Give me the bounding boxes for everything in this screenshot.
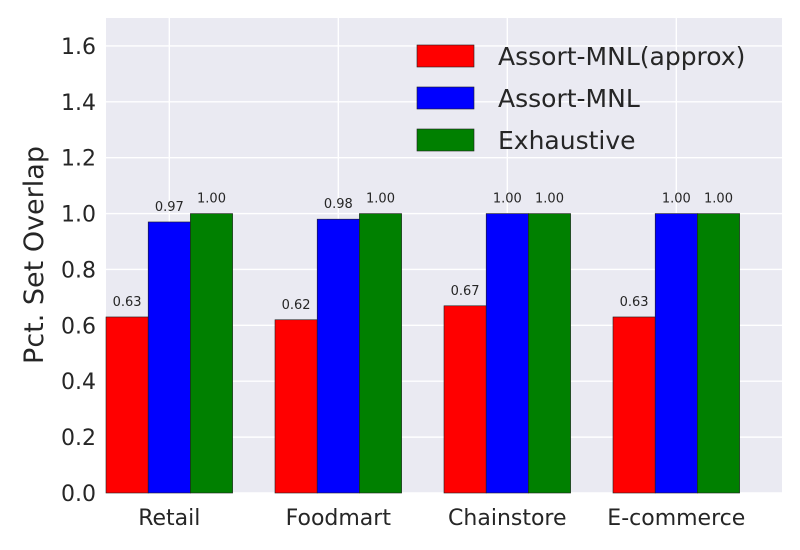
x-axis-ticks: Retail Foodmart Chainstore E-commerce xyxy=(138,506,745,531)
bar xyxy=(528,213,571,494)
x-tick-label: Foodmart xyxy=(286,506,392,531)
legend-swatch xyxy=(416,128,475,152)
data-label: 0.63 xyxy=(113,295,142,310)
data-label: 1.00 xyxy=(535,192,564,207)
y-tick-label: 0.6 xyxy=(61,314,96,339)
legend-swatch xyxy=(416,86,475,110)
bar xyxy=(485,213,529,494)
bar xyxy=(190,213,233,494)
data-label: 1.00 xyxy=(662,192,691,207)
y-tick-label: 0.8 xyxy=(61,258,96,283)
bar xyxy=(274,319,318,494)
x-tick-label: Retail xyxy=(138,506,200,531)
bar xyxy=(697,213,740,494)
y-tick-label: 1.6 xyxy=(61,35,96,60)
data-label: 0.97 xyxy=(155,200,184,215)
y-axis-label: Pct. Set Overlap xyxy=(19,146,50,364)
legend-swatch xyxy=(416,44,475,68)
data-label: 1.00 xyxy=(197,192,226,207)
y-tick-label: 0.0 xyxy=(61,482,96,507)
x-tick-label: E-commerce xyxy=(607,506,745,531)
data-labels: 0.63 0.97 1.00 0.62 0.98 1.00 0.67 1.00 1.00 0.63… xyxy=(113,192,733,313)
bar xyxy=(316,218,360,494)
data-label: 0.98 xyxy=(324,197,353,212)
y-tick-label: 1.4 xyxy=(61,91,96,116)
legend-label: Assort-MNL(approx) xyxy=(498,42,745,71)
data-label: 1.00 xyxy=(704,192,733,207)
data-label: 0.63 xyxy=(620,295,649,310)
data-label: 0.67 xyxy=(451,284,480,299)
y-axis-ticks: 0.0 0.2 0.4 0.6 0.8 1.0 1.2 1.4 1.6 xyxy=(61,35,96,507)
y-tick-label: 1.2 xyxy=(61,147,96,172)
bar xyxy=(654,213,698,494)
legend-label: Exhaustive xyxy=(498,126,636,155)
data-label: 0.62 xyxy=(282,298,311,313)
bar xyxy=(105,316,149,494)
bar xyxy=(359,213,402,494)
data-label: 1.00 xyxy=(366,192,395,207)
y-tick-label: 0.4 xyxy=(61,370,96,395)
legend: Assort-MNL(approx) Assort-MNL Exhaustive xyxy=(416,42,745,155)
data-label: 1.00 xyxy=(493,192,522,207)
x-tick-label: Chainstore xyxy=(448,506,567,531)
bar xyxy=(147,221,191,494)
legend-label: Assort-MNL xyxy=(498,84,640,113)
bar xyxy=(443,305,487,494)
bar xyxy=(612,316,656,494)
y-tick-label: 1.0 xyxy=(61,203,96,228)
y-tick-label: 0.2 xyxy=(61,426,96,451)
bars xyxy=(105,213,740,494)
